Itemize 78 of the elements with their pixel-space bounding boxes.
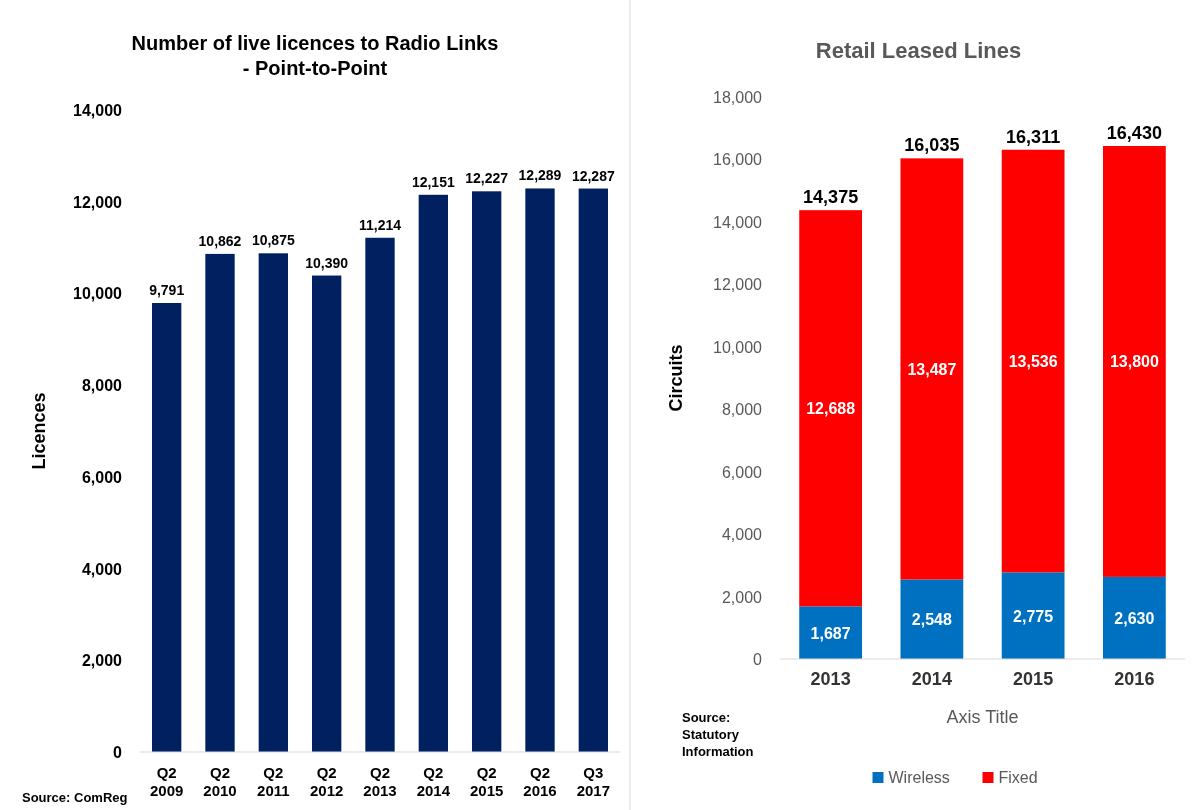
- y-tick-label: 2,000: [721, 588, 763, 606]
- data-label: 12,287: [571, 167, 615, 184]
- bar: [525, 188, 555, 752]
- bar: [1102, 576, 1166, 659]
- bar: [1102, 146, 1166, 577]
- data-label: 2,775: [1013, 607, 1054, 625]
- x-tick-label: 2014: [911, 669, 952, 689]
- bar: [312, 275, 342, 752]
- source-note: Source: ComReg: [22, 790, 128, 805]
- chart-title: Retail Leased Lines: [815, 38, 1022, 63]
- y-tick-label: 12,000: [73, 193, 123, 211]
- bar: [205, 253, 235, 752]
- y-tick-label: 6,000: [81, 468, 123, 486]
- x-tick-label: Q3 2017: [576, 764, 611, 799]
- legend-label: Fixed: [998, 769, 1038, 786]
- data-label: 1,687: [810, 624, 851, 642]
- bar: [152, 303, 182, 752]
- data-label: 13,487: [907, 360, 957, 378]
- total-label: 14,375: [803, 187, 859, 208]
- data-label: 12,289: [518, 167, 562, 184]
- chart-title: Number of live licences to Radio Links - Point-to-Point: [131, 32, 499, 79]
- x-tick-label: 2013: [810, 669, 851, 689]
- source-note: Source: Statutory Information: [682, 710, 754, 759]
- x-tick-label: Q2 2012: [309, 764, 344, 799]
- bar: [900, 158, 964, 580]
- data-label: 13,800: [1109, 353, 1159, 371]
- data-label: 2,548: [911, 611, 952, 629]
- y-tick-label: 16,000: [713, 151, 763, 169]
- bar: [472, 191, 502, 752]
- x-tick-label: 2016: [1114, 669, 1155, 689]
- total-label: 16,311: [1006, 126, 1061, 147]
- y-tick-label: 10,000: [73, 285, 123, 303]
- data-label: 10,390: [305, 254, 349, 271]
- x-tick-label: Q2 2011: [257, 764, 290, 799]
- y-tick-label: 0: [113, 744, 123, 761]
- bar: [365, 237, 395, 752]
- y-tick-label: 8,000: [721, 401, 763, 419]
- data-label: 12,227: [465, 170, 509, 187]
- bar: [799, 606, 863, 659]
- x-tick-label: Q2 2009: [149, 764, 184, 799]
- y-tick-label: 14,000: [713, 213, 763, 231]
- x-tick-label: 2015: [1013, 669, 1054, 689]
- y-tick-label: 6,000: [721, 463, 763, 481]
- total-label: 16,430: [1106, 123, 1162, 144]
- x-tick-label: Q2 2016: [523, 764, 557, 799]
- data-label: 10,862: [198, 232, 242, 249]
- bar: [1001, 149, 1065, 573]
- y-tick-label: 8,000: [81, 377, 123, 395]
- data-label: 10,875: [251, 232, 295, 249]
- data-label: 13,536: [1008, 353, 1058, 371]
- y-axis-title: Licences: [29, 392, 49, 470]
- bar: [578, 188, 608, 752]
- y-tick-label: 2,000: [81, 652, 123, 670]
- bar: [1001, 572, 1065, 659]
- y-tick-label: 0: [753, 651, 763, 668]
- data-label: 2,630: [1114, 609, 1155, 627]
- x-tick-label: Q2 2013: [363, 764, 397, 799]
- bar: [900, 579, 964, 659]
- data-label: 12,151: [411, 173, 455, 190]
- x-axis-title: Axis Title: [946, 707, 1019, 727]
- y-tick-label: 4,000: [81, 560, 123, 578]
- bar: [799, 210, 863, 607]
- y-tick-label: 10,000: [713, 338, 763, 356]
- y-tick-label: 18,000: [713, 89, 763, 106]
- x-tick-label: Q2 2015: [469, 764, 504, 799]
- legend-label: Wireless: [888, 769, 950, 786]
- data-label: 11,214: [358, 216, 402, 233]
- y-tick-label: 14,000: [73, 102, 123, 119]
- x-tick-label: Q2 2014: [416, 764, 451, 799]
- total-label: 16,035: [904, 135, 960, 156]
- bar: [418, 194, 448, 752]
- bar: [258, 253, 288, 752]
- y-axis-title: Circuits: [666, 344, 686, 412]
- data-label: 12,688: [806, 400, 856, 418]
- y-tick-label: 4,000: [721, 526, 763, 544]
- data-label: 9,791: [149, 282, 185, 299]
- y-tick-label: 12,000: [713, 276, 763, 294]
- x-tick-label: Q2 2010: [203, 764, 237, 799]
